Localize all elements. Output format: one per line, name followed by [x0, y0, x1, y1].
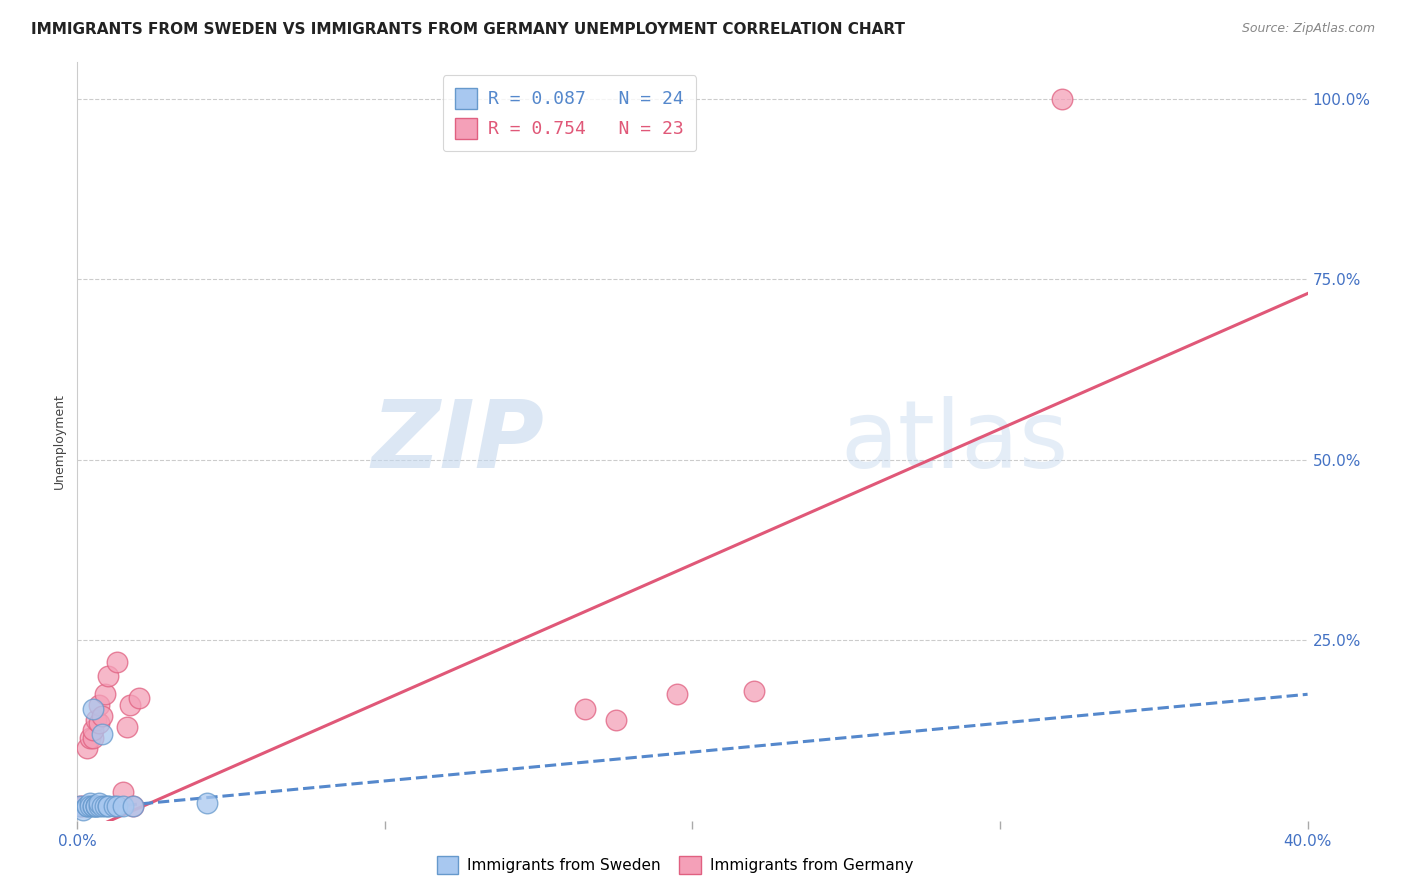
Point	[1050, 91, 1073, 105]
Point	[103, 799, 125, 814]
Point	[94, 687, 117, 701]
Point	[87, 796, 110, 810]
Point	[82, 731, 104, 745]
Point	[605, 713, 627, 727]
Point	[82, 799, 104, 814]
Point	[97, 799, 120, 814]
Y-axis label: Unemployment: Unemployment	[53, 393, 66, 490]
Point	[97, 799, 120, 814]
Point	[72, 799, 94, 814]
Point	[195, 796, 218, 810]
Point	[79, 796, 101, 810]
Point	[128, 690, 150, 705]
Point	[742, 683, 765, 698]
Point	[105, 655, 128, 669]
Point	[84, 713, 107, 727]
Point	[574, 702, 596, 716]
Point	[105, 799, 128, 814]
Point	[97, 669, 120, 683]
Point	[76, 799, 98, 814]
Point	[118, 698, 141, 712]
Text: Source: ZipAtlas.com: Source: ZipAtlas.com	[1241, 22, 1375, 36]
Point	[76, 741, 98, 756]
Point	[87, 716, 110, 731]
Point	[90, 799, 114, 814]
Point	[69, 799, 91, 814]
Point	[84, 799, 107, 814]
Point	[121, 799, 143, 814]
Point	[112, 785, 135, 799]
Point	[112, 799, 135, 814]
Point	[90, 727, 114, 741]
Point	[87, 698, 110, 712]
Point	[82, 799, 104, 814]
Point	[115, 720, 138, 734]
Legend: R = 0.087   N = 24, R = 0.754   N = 23: R = 0.087 N = 24, R = 0.754 N = 23	[443, 75, 696, 152]
Point	[79, 799, 101, 814]
Point	[82, 723, 104, 738]
Text: atlas: atlas	[841, 395, 1069, 488]
Text: ZIP: ZIP	[373, 395, 546, 488]
Point	[94, 799, 117, 814]
Point	[90, 709, 114, 723]
Point	[79, 731, 101, 745]
Point	[76, 799, 98, 814]
Point	[84, 799, 107, 814]
Text: IMMIGRANTS FROM SWEDEN VS IMMIGRANTS FROM GERMANY UNEMPLOYMENT CORRELATION CHART: IMMIGRANTS FROM SWEDEN VS IMMIGRANTS FRO…	[31, 22, 905, 37]
Point	[87, 799, 110, 814]
Point	[84, 799, 107, 814]
Legend: Immigrants from Sweden, Immigrants from Germany: Immigrants from Sweden, Immigrants from …	[430, 850, 920, 880]
Point	[69, 799, 91, 814]
Point	[72, 803, 94, 817]
Point	[121, 799, 143, 814]
Point	[82, 702, 104, 716]
Point	[666, 687, 689, 701]
